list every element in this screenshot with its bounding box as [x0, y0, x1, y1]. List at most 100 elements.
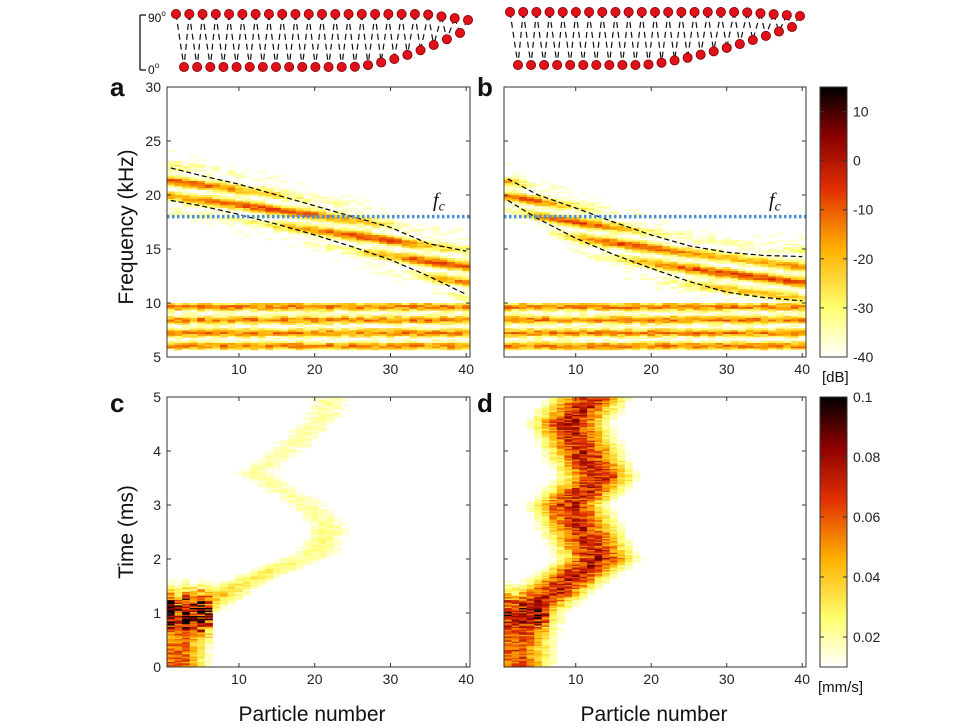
heatmap-cell	[692, 250, 701, 253]
heatmap-cell	[432, 335, 441, 338]
heatmap-cell	[526, 321, 535, 324]
heatmap-cell	[318, 538, 327, 541]
heatmap-cell	[454, 258, 463, 261]
heatmap-cell	[556, 335, 565, 338]
heatmap-cell	[356, 346, 365, 349]
heatmap-cell	[204, 662, 213, 665]
heatmap-cell	[556, 304, 565, 307]
heatmap-cell	[760, 276, 769, 279]
heatmap-cell	[235, 321, 244, 324]
heatmap-cell	[738, 290, 746, 293]
heatmap-cell	[504, 328, 512, 331]
heatmap-cell	[745, 272, 754, 275]
heatmap-cell	[197, 631, 206, 634]
bead-link	[634, 11, 643, 66]
heatmap-cell	[197, 650, 206, 653]
heatmap-cell	[760, 241, 769, 244]
heatmap-cell	[715, 279, 724, 282]
heatmap-cell	[511, 310, 520, 313]
heatmap-cell	[265, 455, 274, 457]
heatmap-cell	[250, 333, 259, 336]
heatmap-cell	[227, 189, 236, 192]
heatmap-cell	[197, 195, 206, 198]
heatmap-cell	[394, 348, 403, 351]
heatmap-cell	[655, 243, 663, 246]
heatmap-cell	[424, 306, 433, 309]
heatmap-cell	[685, 249, 694, 252]
heatmap-cell	[189, 614, 198, 617]
heatmap-cell	[182, 204, 191, 207]
heatmap-cell	[549, 346, 558, 349]
heatmap-cell	[760, 324, 769, 327]
heatmap-cell	[273, 491, 282, 494]
heatmap-cell	[386, 335, 395, 338]
heatmap-cell	[326, 330, 335, 333]
heatmap-cell	[250, 189, 259, 192]
heatmap-cell	[715, 270, 724, 273]
heatmap-cell	[775, 304, 784, 307]
heatmap-cell	[745, 319, 754, 322]
heatmap-cell	[760, 272, 769, 275]
heatmap-cell	[647, 241, 656, 244]
heatmap-cell	[394, 276, 403, 279]
heatmap-cell	[326, 340, 335, 343]
heatmap-cell	[295, 324, 304, 327]
heatmap-cell	[753, 306, 762, 309]
heatmap-cell	[416, 223, 425, 226]
heatmap-cell	[632, 340, 641, 343]
heatmap-cell	[401, 231, 410, 234]
heatmap-cell	[265, 304, 274, 307]
heatmap-cell	[722, 299, 731, 302]
heatmap-cell	[204, 344, 213, 347]
heatmap-cell	[273, 328, 282, 331]
heatmap-cell	[617, 317, 626, 320]
heatmap-cell	[310, 346, 319, 349]
heatmap-cell	[204, 304, 213, 307]
heatmap-cell	[409, 308, 418, 311]
heatmap-cell	[707, 281, 716, 284]
heatmap-cell	[295, 563, 304, 565]
heatmap-cell	[288, 328, 297, 331]
y-axis-label-frequency: Frequency (kHz)	[115, 149, 138, 304]
heatmap-cell	[227, 313, 236, 316]
heatmap-cell	[432, 259, 441, 262]
heatmap-cell	[655, 335, 663, 338]
bead-link	[314, 13, 323, 68]
heatmap-cell	[504, 184, 512, 187]
heatmap-cell	[356, 247, 365, 250]
heatmap-cell	[401, 247, 410, 250]
heatmap-cell	[639, 277, 648, 280]
heatmap-cell	[363, 335, 372, 338]
heatmap-cell	[401, 304, 410, 307]
heatmap-cell	[204, 588, 213, 591]
bead-link	[301, 13, 310, 68]
heatmap-cell	[454, 283, 463, 286]
heatmap-cell	[462, 249, 471, 252]
heatmap-cell	[541, 313, 550, 316]
heatmap-cell	[356, 216, 365, 219]
heatmap-cell	[579, 247, 588, 250]
heatmap-cell	[235, 182, 244, 185]
heatmap-cell	[655, 223, 663, 226]
heatmap-cell	[534, 196, 543, 199]
heatmap-cell	[257, 572, 266, 575]
heatmap-cell	[318, 517, 327, 519]
heatmap-cell	[242, 322, 251, 325]
heatmap-cell	[454, 297, 463, 300]
heatmap-cell	[182, 191, 191, 194]
bead-particle	[708, 46, 719, 57]
heatmap-cell	[295, 567, 304, 569]
heatmap-cell	[401, 340, 410, 343]
heatmap-cell	[333, 523, 342, 526]
heatmap-cell	[700, 283, 709, 286]
heatmap-cell	[167, 178, 175, 181]
heatmap-cell	[318, 519, 327, 522]
heatmap-cell	[692, 272, 701, 275]
bead-link	[215, 13, 225, 68]
heatmap-cell	[745, 294, 754, 297]
heatmap-cell	[295, 496, 304, 499]
heatmap-cell	[783, 346, 792, 349]
heatmap-cell	[677, 261, 686, 264]
heatmap-cell	[632, 209, 641, 212]
heatmap-cell	[409, 337, 418, 340]
